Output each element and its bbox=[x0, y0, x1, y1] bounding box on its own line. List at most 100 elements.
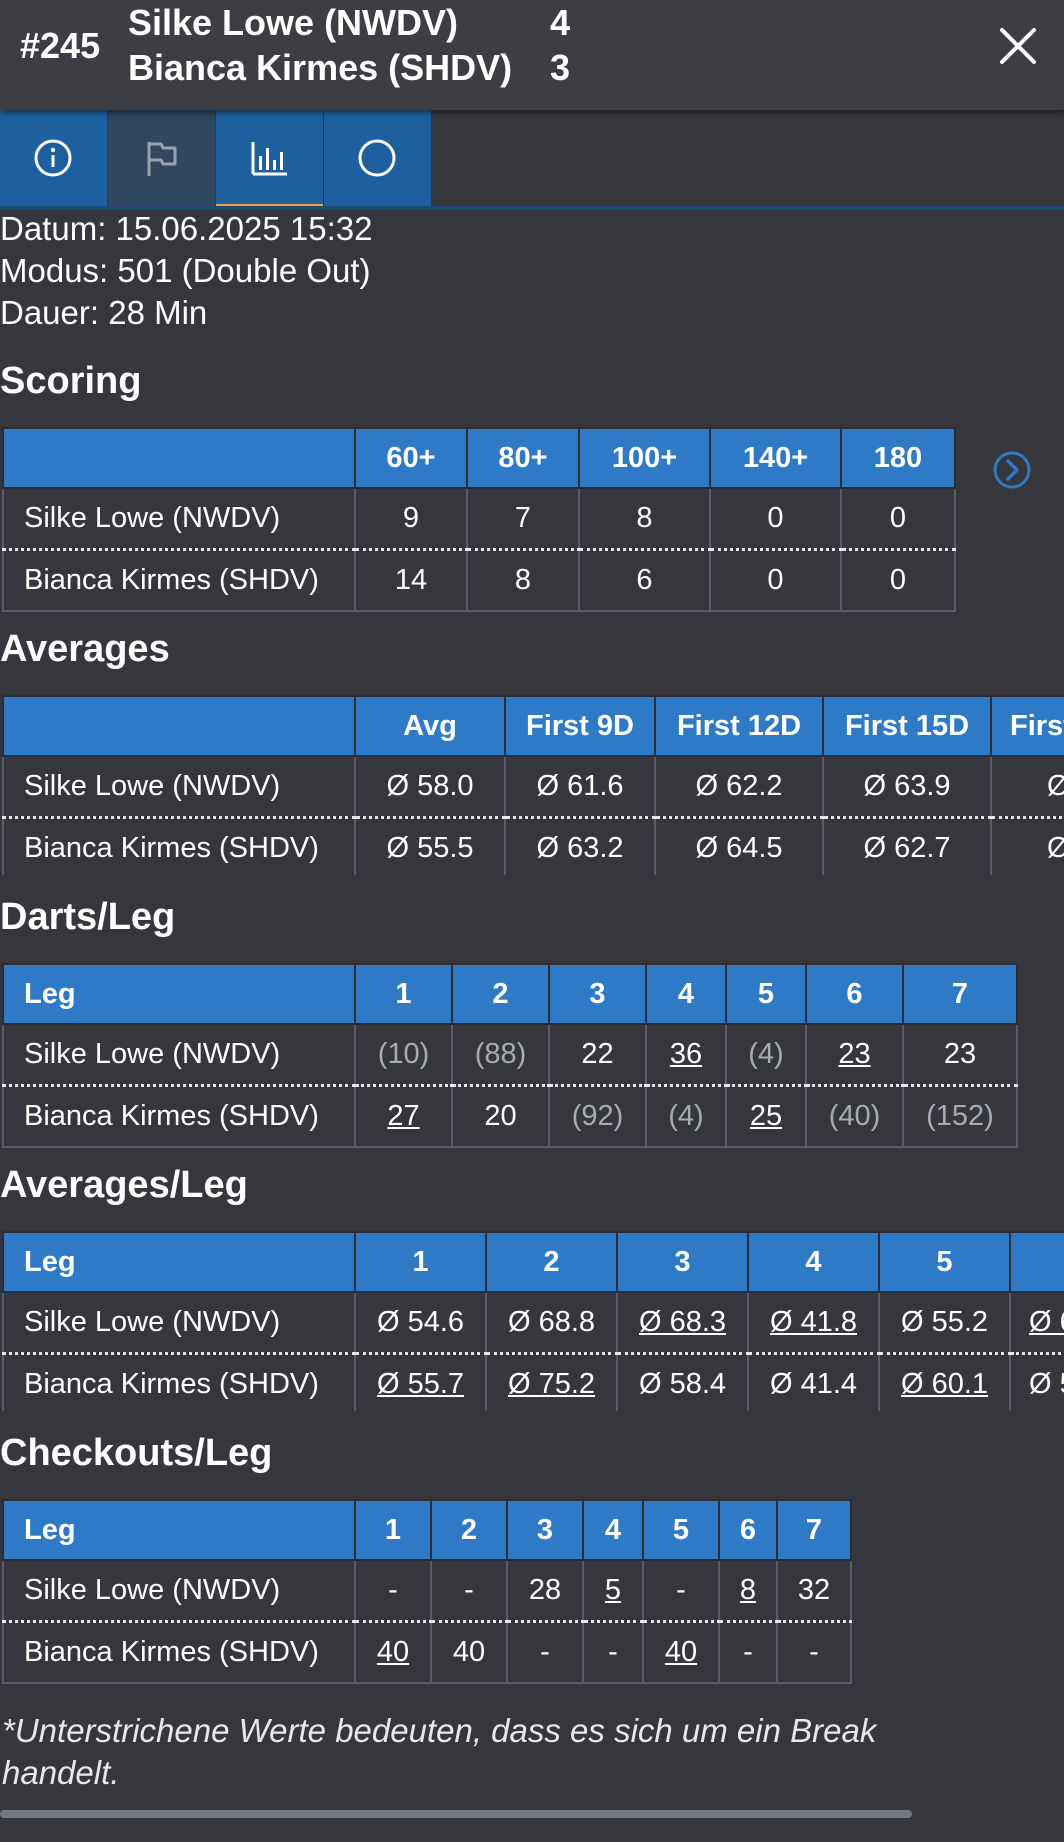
player-name: Bianca Kirmes (SHDV) bbox=[2, 816, 356, 875]
stat-cell: Ø 62.2 bbox=[654, 755, 824, 819]
stat-cell: Ø 41.8 bbox=[747, 1291, 880, 1355]
scoring-title: Scoring bbox=[0, 360, 142, 402]
darts-leg-header: 5 bbox=[725, 963, 807, 1025]
checkouts-leg-header: 5 bbox=[642, 1499, 720, 1561]
stat-cell: 0 bbox=[709, 548, 842, 612]
stat-cell: Ø 6 bbox=[1009, 1291, 1064, 1355]
scoring-header bbox=[2, 427, 356, 489]
averages-leg-title: Averages/Leg bbox=[0, 1164, 248, 1206]
stat-cell: 0 bbox=[840, 548, 956, 612]
averages-leg-header: 2 bbox=[485, 1231, 618, 1293]
stat-cell: (10) bbox=[354, 1023, 453, 1087]
stat-cell: Ø 54.6 bbox=[354, 1291, 487, 1355]
player1-score: 4 bbox=[550, 2, 571, 43]
averages-header: First 15D bbox=[822, 695, 992, 757]
averages-header-row: Avg First 9D First 12D First 15D First bbox=[2, 695, 1064, 757]
stat-cell: 8 bbox=[466, 548, 580, 612]
averages-scroll[interactable]: Avg First 9D First 12D First 15D First S… bbox=[0, 695, 1064, 875]
stat-cell: 23 bbox=[902, 1023, 1018, 1087]
averages-header: First 12D bbox=[654, 695, 824, 757]
averages-leg-scroll[interactable]: Leg 1 2 3 4 5 Silke Lowe (NWDV) Ø 54.6 Ø… bbox=[0, 1231, 1064, 1411]
stat-cell: 5 bbox=[582, 1559, 644, 1623]
horizontal-scrollbar[interactable] bbox=[0, 1810, 912, 1818]
stat-cell: Ø 62.7 bbox=[822, 816, 992, 875]
stat-cell: Ø 55.7 bbox=[354, 1352, 487, 1411]
scoring-header-row: 60+ 80+ 100+ 140+ 180 bbox=[2, 427, 956, 489]
averages-leg-header: 5 bbox=[878, 1231, 1011, 1293]
tab-info[interactable] bbox=[0, 110, 107, 206]
match-mode: Modus: 501 (Double Out) bbox=[0, 252, 371, 289]
stat-cell: - bbox=[718, 1620, 778, 1684]
stat-cell: Ø bbox=[990, 816, 1064, 875]
player1-name: Silke Lowe (NWDV) bbox=[128, 2, 459, 43]
checkouts-leg-header: 7 bbox=[776, 1499, 852, 1561]
scoring-header: 140+ bbox=[709, 427, 842, 489]
player-name: Silke Lowe (NWDV) bbox=[2, 1023, 356, 1087]
stat-cell: Ø 68.3 bbox=[616, 1291, 749, 1355]
stat-cell: 40 bbox=[642, 1620, 720, 1684]
player2-score: 3 bbox=[550, 47, 571, 88]
break-footnote: *Unterstrichene Werte bedeuten, dass es … bbox=[2, 1712, 877, 1791]
stat-cell: Ø 60.1 bbox=[878, 1352, 1011, 1411]
stat-cell: (88) bbox=[451, 1023, 550, 1087]
averages-leg-header bbox=[1009, 1231, 1064, 1293]
darts-leg-header-row: Leg 1 2 3 4 5 6 7 bbox=[2, 963, 1018, 1025]
player-name: Bianca Kirmes (SHDV) bbox=[2, 1084, 356, 1148]
stat-cell: (4) bbox=[645, 1084, 727, 1148]
stat-cell: 6 bbox=[578, 548, 711, 612]
stat-cell: 8 bbox=[718, 1559, 778, 1623]
averages-leg-header: Leg bbox=[2, 1231, 356, 1293]
stat-cell: Ø 58.0 bbox=[354, 755, 506, 819]
darts-leg-header: 4 bbox=[645, 963, 727, 1025]
stat-cell: 23 bbox=[805, 1023, 904, 1087]
stat-cell: 40 bbox=[430, 1620, 508, 1684]
table-row: Bianca Kirmes (SHDV) 14 8 6 0 0 bbox=[2, 548, 956, 612]
darts-leg-header: 7 bbox=[902, 963, 1018, 1025]
averages-header: First 9D bbox=[504, 695, 656, 757]
stat-cell: 0 bbox=[840, 487, 956, 551]
averages-leg-header: 3 bbox=[616, 1231, 749, 1293]
stat-cell: (4) bbox=[725, 1023, 807, 1087]
checkouts-leg-title: Checkouts/Leg bbox=[0, 1432, 273, 1474]
checkouts-leg-table: Leg 1 2 3 4 5 6 7 Silke Lowe (NWDV) - - … bbox=[2, 1499, 852, 1684]
darts-leg-header: 3 bbox=[548, 963, 647, 1025]
stat-cell: (92) bbox=[548, 1084, 647, 1148]
stat-cell: Ø 58.4 bbox=[616, 1352, 749, 1411]
player-name: Silke Lowe (NWDV) bbox=[2, 755, 356, 819]
table-row: Silke Lowe (NWDV) (10) (88) 22 36 (4) 23… bbox=[2, 1023, 1018, 1087]
scoring-header: 100+ bbox=[578, 427, 711, 489]
match-header: #245 Silke Lowe (NWDV) 4 Bianca Kirmes (… bbox=[0, 0, 1064, 110]
tab-statistics[interactable] bbox=[216, 110, 323, 210]
tab-divider bbox=[0, 206, 1064, 210]
player-name: Silke Lowe (NWDV) bbox=[2, 1291, 356, 1355]
player-name: Bianca Kirmes (SHDV) bbox=[2, 1620, 356, 1684]
tab-legs[interactable] bbox=[108, 110, 215, 206]
match-duration: Dauer: 28 Min bbox=[0, 294, 208, 331]
info-icon bbox=[34, 139, 72, 177]
table-row: Silke Lowe (NWDV) Ø 54.6 Ø 68.8 Ø 68.3 Ø… bbox=[2, 1291, 1064, 1355]
stat-cell: Ø 61.6 bbox=[504, 755, 656, 819]
stat-cell: (152) bbox=[902, 1084, 1018, 1148]
averages-header: First bbox=[990, 695, 1064, 757]
darts-leg-table: Leg 1 2 3 4 5 6 7 Silke Lowe (NWDV) (10)… bbox=[2, 963, 1018, 1148]
checkouts-leg-header: 6 bbox=[718, 1499, 778, 1561]
stat-cell: 22 bbox=[548, 1023, 647, 1087]
checkouts-leg-header: 3 bbox=[506, 1499, 584, 1561]
averages-leg-header-row: Leg 1 2 3 4 5 bbox=[2, 1231, 1064, 1293]
averages-table: Avg First 9D First 12D First 15D First S… bbox=[2, 695, 1064, 875]
table-row: Silke Lowe (NWDV) - - 28 5 - 8 32 bbox=[2, 1559, 852, 1623]
stat-cell: Ø 75.2 bbox=[485, 1352, 618, 1411]
checkouts-leg-header-row: Leg 1 2 3 4 5 6 7 bbox=[2, 1499, 852, 1561]
flag-icon bbox=[147, 142, 177, 176]
circle-icon bbox=[358, 139, 396, 177]
stat-cell: 36 bbox=[645, 1023, 727, 1087]
checkouts-leg-header: Leg bbox=[2, 1499, 356, 1561]
stat-cell: - bbox=[354, 1559, 432, 1623]
player-name: Silke Lowe (NWDV) bbox=[2, 1559, 356, 1623]
chevron-right-icon[interactable] bbox=[992, 450, 1032, 490]
scoring-header: 180 bbox=[840, 427, 956, 489]
scoring-header: 80+ bbox=[466, 427, 580, 489]
stat-cell: Ø 63.2 bbox=[504, 816, 656, 875]
close-icon[interactable] bbox=[994, 22, 1042, 70]
tab-board[interactable] bbox=[324, 110, 431, 206]
